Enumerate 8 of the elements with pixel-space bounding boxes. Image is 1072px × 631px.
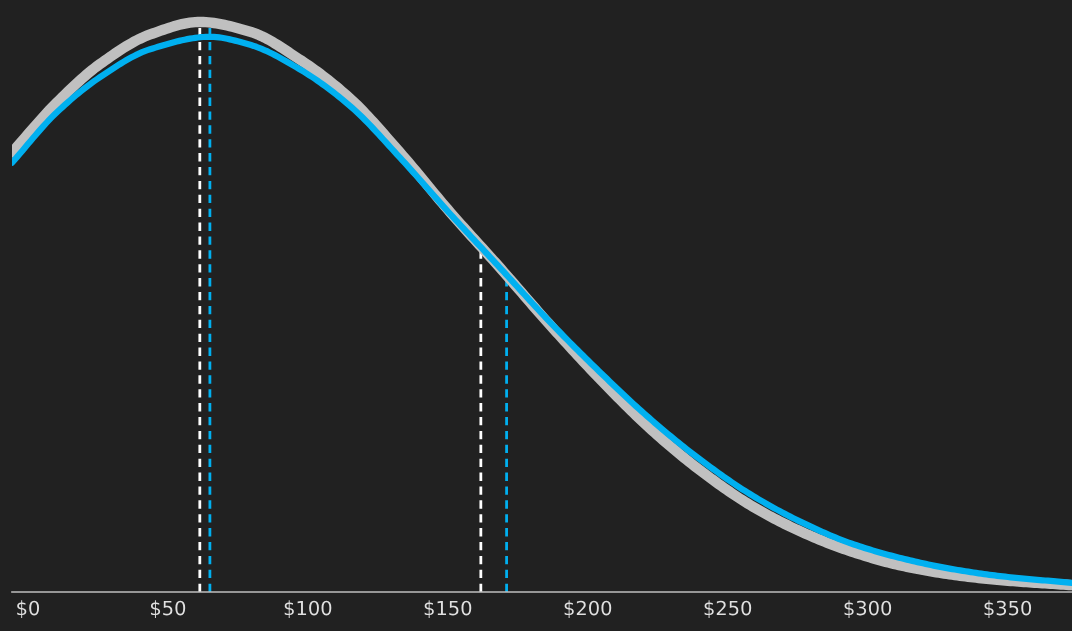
x-tick-label: $0 <box>17 600 40 618</box>
x-tick-label: $300 <box>844 600 892 618</box>
x-tick-label: $350 <box>984 600 1032 618</box>
x-tick-label: $100 <box>284 600 332 618</box>
x-tick-label: $200 <box>564 600 612 618</box>
x-tick-label: $50 <box>150 600 186 618</box>
x-tick-label: $150 <box>424 600 472 618</box>
x-tick-label: $250 <box>704 600 752 618</box>
